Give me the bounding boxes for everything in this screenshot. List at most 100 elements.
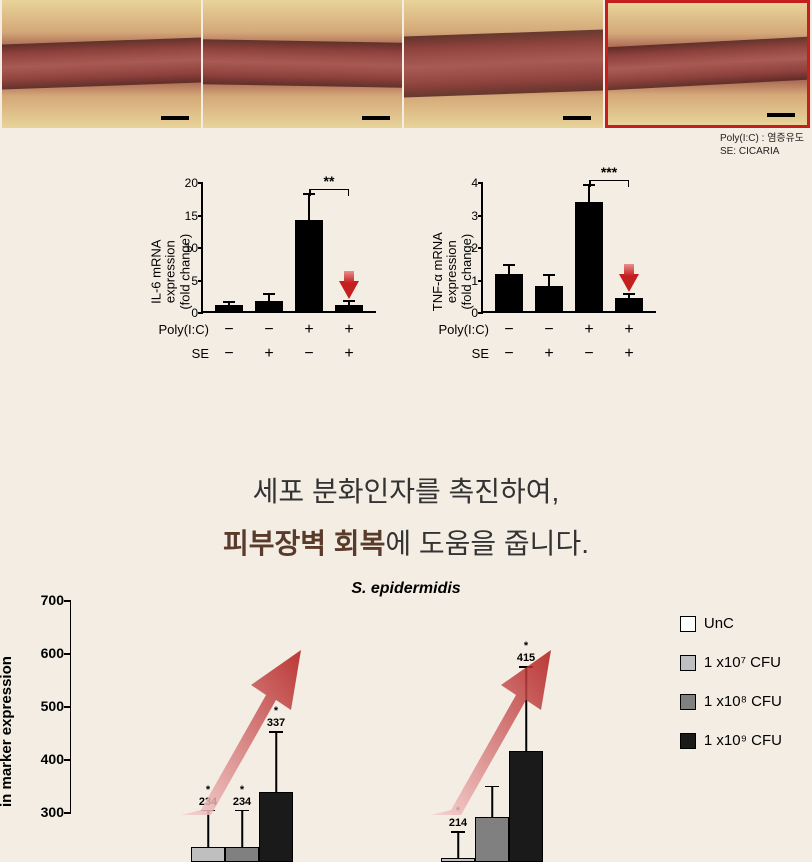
histology-panel	[203, 0, 402, 128]
bottom-chart-bar	[225, 847, 259, 862]
mini-charts-row: IL-6 mRNAexpression(fold change)05101520…	[0, 178, 812, 373]
significance-bracket	[309, 189, 349, 190]
chart-bar	[295, 220, 323, 311]
legend-swatch	[680, 655, 696, 671]
legend-item: 1 x10⁹ CFU	[680, 732, 782, 749]
significance-stars: **	[324, 173, 335, 189]
error-bar	[308, 195, 310, 220]
legend-label: UnC	[704, 615, 734, 632]
chart-bar	[535, 286, 563, 311]
histology-row	[0, 0, 812, 128]
bottom-ytick-label: 700	[29, 592, 64, 608]
ytick-label: 5	[173, 274, 198, 288]
legend-line: Poly(I:C) : 염증유도	[720, 132, 804, 145]
condition-row-se: SE−+−+	[431, 342, 649, 366]
legend-swatch	[680, 694, 696, 710]
bottom-ytick-label: 500	[29, 698, 64, 714]
legend-line: SE: CICARIA	[720, 145, 804, 158]
scale-bar	[767, 113, 795, 117]
ytick-mark	[198, 215, 203, 217]
ytick-mark	[478, 280, 483, 282]
tissue-band	[404, 29, 603, 98]
error-bar	[628, 295, 630, 298]
legend-item: UnC	[680, 615, 782, 632]
histology-panel-highlighted	[605, 0, 810, 128]
chart-bar	[255, 301, 283, 311]
scale-bar	[161, 116, 189, 120]
legend-label: 1 x10⁷ CFU	[704, 654, 781, 671]
legend-item: 1 x10⁸ CFU	[680, 693, 782, 710]
histology-panel	[404, 0, 603, 128]
ytick-mark	[478, 247, 483, 249]
error-bar	[588, 186, 590, 202]
ytick-label: 20	[173, 176, 198, 190]
error-bar	[508, 266, 510, 274]
ytick-label: 4	[453, 176, 478, 190]
bottom-chart-bar	[475, 817, 509, 862]
error-bar	[268, 295, 270, 301]
legend-swatch	[680, 616, 696, 632]
bottom-ytick-label: 600	[29, 645, 64, 661]
trend-arrow-icon	[421, 640, 551, 820]
il6-chart: IL-6 mRNAexpression(fold change)05101520…	[141, 178, 391, 373]
main-text-line1: 세포 분화인자를 촉진하여,	[0, 470, 812, 510]
bottom-chart-ylabel: in marker expression	[0, 656, 15, 807]
tissue-band	[2, 37, 201, 89]
error-cap	[543, 274, 555, 276]
down-arrow-icon	[619, 274, 639, 292]
bottom-ytick-label: 300	[29, 804, 64, 820]
condition-row-polyic: Poly(I:C)−−++	[431, 318, 649, 342]
bottom-ytick-label: 400	[29, 751, 64, 767]
condition-row-se: SE−+−+	[151, 342, 369, 366]
bottom-ytick-mark	[64, 653, 71, 655]
error-cap	[223, 301, 235, 303]
tissue-band	[605, 36, 810, 90]
main-text-block: 세포 분화인자를 촉진하여, 피부장벽 회복에 도움을 줍니다.	[0, 470, 812, 562]
ytick-mark	[198, 312, 203, 314]
ytick-label: 2	[453, 241, 478, 255]
histology-panel	[2, 0, 201, 128]
main-text-bold: 피부장벽 회복	[223, 528, 385, 559]
error-bar	[548, 276, 550, 286]
bottom-chart-title: S. epidermidis	[351, 580, 460, 598]
ytick-mark	[198, 182, 203, 184]
legend-item: 1 x10⁷ CFU	[680, 654, 782, 671]
chart-bar	[335, 305, 363, 312]
bottom-chart-bar	[191, 847, 225, 862]
legend-label: 1 x10⁹ CFU	[704, 732, 782, 749]
ytick-label: 15	[173, 209, 198, 223]
error-cap	[343, 300, 355, 302]
error-cap	[503, 264, 515, 266]
bottom-ytick-mark	[64, 600, 71, 602]
main-text-rest: 에 도움을 줍니다.	[385, 528, 589, 559]
trend-arrow-icon	[171, 640, 301, 820]
chart-bar	[615, 298, 643, 311]
condition-labels: Poly(I:C)−−++SE−+−+	[151, 318, 369, 366]
error-cap	[263, 293, 275, 295]
bottom-ytick-mark	[64, 759, 71, 761]
bottom-chart-legend: UnC 1 x10⁷ CFU 1 x10⁸ CFU 1 x10⁹ CFU	[680, 615, 782, 771]
ytick-label: 3	[453, 209, 478, 223]
ytick-mark	[478, 215, 483, 217]
tissue-band	[203, 39, 402, 88]
histology-legend: Poly(I:C) : 염증유도 SE: CICARIA	[720, 132, 804, 158]
condition-labels: Poly(I:C)−−++SE−+−+	[431, 318, 649, 366]
significance-bracket	[589, 180, 629, 181]
chart-bar	[495, 274, 523, 311]
error-bar	[228, 303, 230, 305]
bottom-error-cap	[451, 831, 465, 833]
chart-bar	[575, 202, 603, 311]
chart-plot: 05101520**	[201, 183, 376, 313]
down-arrow-icon	[339, 281, 359, 299]
legend-label: 1 x10⁸ CFU	[704, 693, 782, 710]
bottom-ytick-mark	[64, 706, 71, 708]
error-bar	[348, 302, 350, 305]
scale-bar	[563, 116, 591, 120]
bottom-chart-bar	[441, 858, 475, 862]
ytick-mark	[198, 247, 203, 249]
chart-plot: 01234***	[481, 183, 656, 313]
ytick-label: 1	[453, 274, 478, 288]
legend-swatch	[680, 733, 696, 749]
bottom-error-bar	[457, 831, 459, 858]
bottom-ytick-mark	[64, 812, 71, 814]
